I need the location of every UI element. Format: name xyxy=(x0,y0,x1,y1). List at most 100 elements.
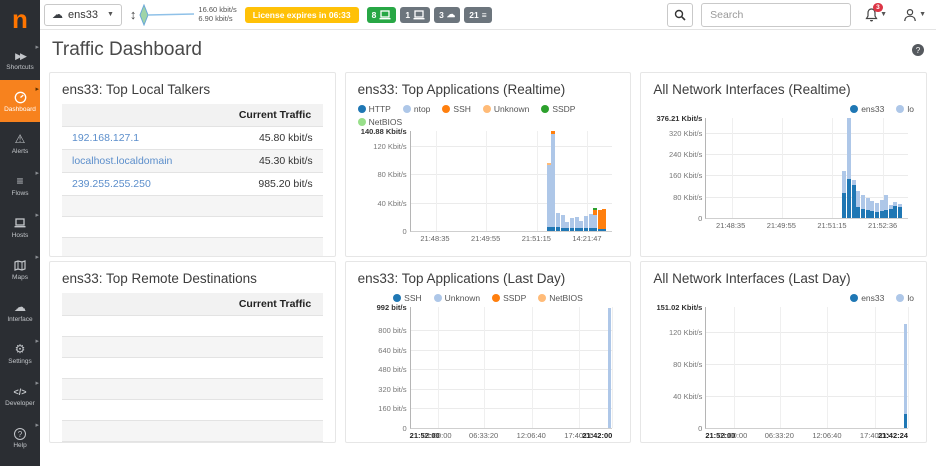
chart-bar[interactable] xyxy=(574,131,579,231)
chart-bar[interactable] xyxy=(884,118,889,218)
host-link[interactable]: 239.255.255.250 xyxy=(72,178,151,190)
bar-segment-lo xyxy=(888,204,893,209)
search-input[interactable] xyxy=(701,2,852,27)
chart-bar[interactable] xyxy=(583,131,588,231)
help-icon[interactable]: ? xyxy=(912,44,924,56)
chart-bar[interactable] xyxy=(856,118,861,218)
chart-bar[interactable] xyxy=(888,118,893,218)
chart-bar[interactable] xyxy=(597,131,602,231)
chart-bar[interactable] xyxy=(588,131,593,231)
chart-bar[interactable] xyxy=(851,118,856,218)
bar-segment-ntop xyxy=(551,133,556,228)
sidebar-item-developer[interactable]: ▸ </> Developer xyxy=(0,374,40,416)
user-menu[interactable]: ▼ xyxy=(903,8,926,22)
cloud-count-badge[interactable]: 3 ☁ xyxy=(434,6,461,23)
sidebar-item-dashboard[interactable]: ▸ Dashboard xyxy=(0,80,40,122)
panel-top-applications-lastday: ens33: Top Applications (Last Day) SSH Un… xyxy=(344,261,632,443)
legend-item-ens33[interactable]: ens33 xyxy=(850,104,884,114)
chart-bar[interactable] xyxy=(593,131,598,231)
y-axis-tick-label: 0 xyxy=(402,424,407,433)
y-axis-tick-label: 640 bit/s xyxy=(378,345,407,355)
legend-item-ens33[interactable]: ens33 xyxy=(850,293,884,303)
legend-item-ssh[interactable]: SSH xyxy=(442,104,471,114)
chart-bar[interactable] xyxy=(893,118,898,218)
legend-dot-icon xyxy=(393,294,402,302)
notification-count-badge: 3 xyxy=(873,2,883,12)
host-cell xyxy=(62,216,229,238)
search-icon xyxy=(674,9,686,21)
chart-bar[interactable] xyxy=(898,118,903,218)
legend-item-netbios[interactable]: NetBIOS xyxy=(357,117,403,127)
laptop-count-badge[interactable]: 1 xyxy=(400,6,431,23)
legend-item-netbios[interactable]: NetBIOS xyxy=(538,293,583,303)
sidebar-item-interface[interactable]: ☁ Interface xyxy=(0,290,40,332)
sidebar-item-flows[interactable]: ▸ ≡ Flows xyxy=(0,164,40,206)
legend-item-lo[interactable]: lo xyxy=(896,104,914,114)
devices-count-badge[interactable]: 8 xyxy=(366,6,397,23)
gridline xyxy=(410,349,613,351)
bar-segment-ssh xyxy=(593,209,598,216)
sidebar-item-alerts[interactable]: ⚠ Alerts xyxy=(0,122,40,164)
chart-bar[interactable] xyxy=(579,131,584,231)
host-cell: localhost.localdomain xyxy=(62,149,229,173)
chart-bar[interactable] xyxy=(565,131,570,231)
chart-bar[interactable] xyxy=(870,118,875,218)
ntop-logo[interactable]: n xyxy=(12,3,28,34)
chart-bar[interactable] xyxy=(865,118,870,218)
chart-bar[interactable] xyxy=(608,307,612,428)
chart-bar[interactable] xyxy=(903,307,907,428)
legend-item-ssdp[interactable]: SSDP xyxy=(492,293,526,303)
host-link[interactable]: localhost.localdomain xyxy=(72,155,173,167)
laptop-icon xyxy=(413,9,425,20)
list-count-badge[interactable]: 21 ≡ xyxy=(464,6,492,23)
sidebar-item-shortcuts[interactable]: ▸ ▶▶ Shortcuts xyxy=(0,38,40,80)
gridline xyxy=(410,202,613,204)
chart-bar[interactable] xyxy=(560,131,565,231)
chart-bar[interactable] xyxy=(879,118,884,218)
bar-segment-lo xyxy=(865,198,870,211)
chart-bar[interactable] xyxy=(861,118,865,218)
notifications-menu[interactable]: 3 ▼ xyxy=(865,2,887,22)
traffic-value-cell xyxy=(228,195,323,217)
host-cell xyxy=(62,315,229,337)
legend-item-ntop[interactable]: ntop xyxy=(402,104,430,114)
chart-bar[interactable] xyxy=(842,118,847,218)
interface-selector[interactable]: ☁ ens33 ▼ xyxy=(44,3,122,26)
legend-dot-icon xyxy=(402,105,411,113)
legend-item-unknown[interactable]: Unknown xyxy=(482,104,529,114)
chart-bar[interactable] xyxy=(874,118,879,218)
sidebar-item-settings[interactable]: ▸ ⚙ Settings xyxy=(0,332,40,374)
bar-segment-ntop xyxy=(593,215,598,229)
legend-item-ssh[interactable]: SSH xyxy=(393,293,422,303)
gridline xyxy=(587,131,589,231)
search-button[interactable] xyxy=(667,2,694,27)
legend-item-http[interactable]: HTTP xyxy=(357,104,391,114)
chart-bar[interactable] xyxy=(546,131,551,231)
y-axis-tick-label: 480 bit/s xyxy=(378,365,407,375)
x-axis-tick-label: 21:48:35 xyxy=(716,221,746,230)
bar-segment-http xyxy=(569,228,574,231)
x-axis-tick-label: 12:06:40 xyxy=(812,431,842,440)
legend-label: NetBIOS xyxy=(368,117,403,127)
chart-bar[interactable] xyxy=(847,118,852,218)
license-badge[interactable]: License expires in 06:33 xyxy=(244,6,359,23)
traffic-column-header: Current Traffic xyxy=(228,104,323,127)
bar-segment-ens33 xyxy=(861,208,865,218)
sidebar-item-help[interactable]: ▸? Help xyxy=(0,416,40,458)
bar-segment-ssh xyxy=(602,209,607,229)
chart-bar[interactable] xyxy=(556,131,561,231)
legend-item-ssdp[interactable]: SSDP xyxy=(541,104,575,114)
legend-label: SSH xyxy=(404,293,422,303)
legend-item-unknown[interactable]: Unknown xyxy=(433,293,480,303)
legend-item-lo[interactable]: lo xyxy=(896,293,914,303)
sidebar-item-maps[interactable]: ▸ Maps xyxy=(0,248,40,290)
chart-bar[interactable] xyxy=(569,131,574,231)
traffic-value-cell xyxy=(228,357,323,379)
host-link[interactable]: 192.168.127.1 xyxy=(72,132,140,144)
host-cell xyxy=(62,195,229,217)
panel-title: All Network Interfaces (Realtime) xyxy=(653,82,851,97)
sidebar-item-hosts[interactable]: ▸ Hosts xyxy=(0,206,40,248)
chart-bar[interactable] xyxy=(551,131,556,231)
traffic-value-cell: 45.80 kbit/s xyxy=(228,126,323,150)
chart-bar[interactable] xyxy=(602,131,607,231)
